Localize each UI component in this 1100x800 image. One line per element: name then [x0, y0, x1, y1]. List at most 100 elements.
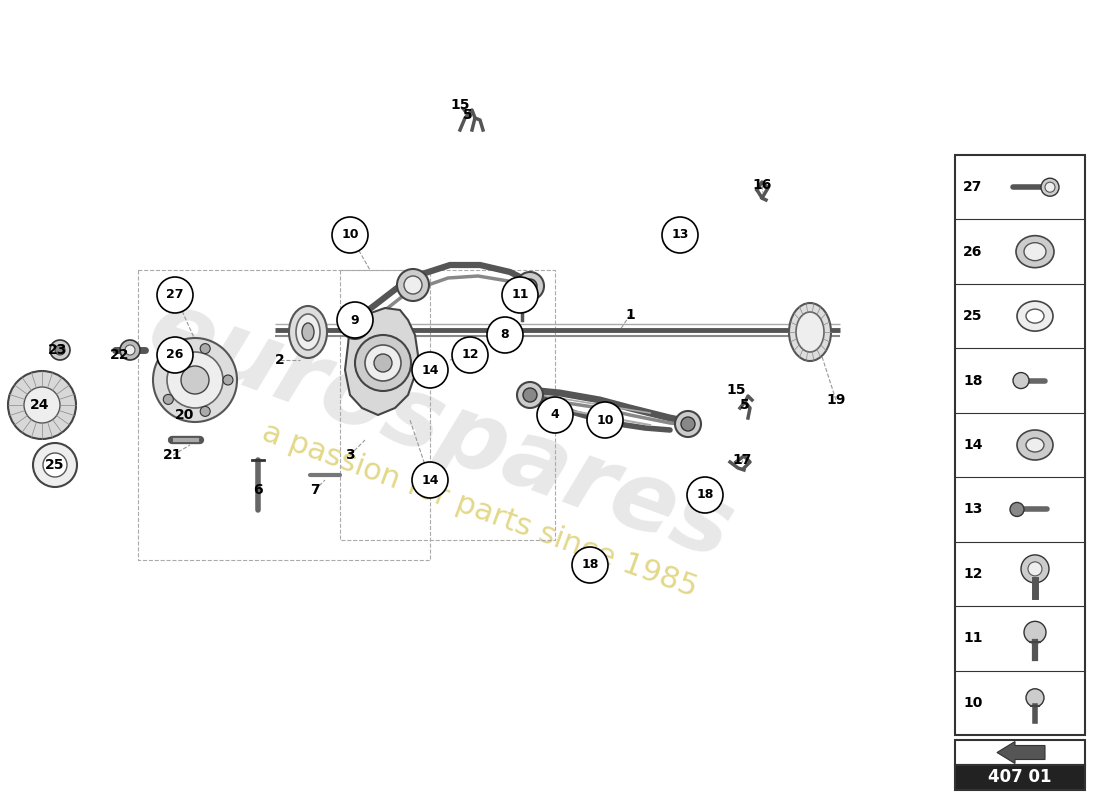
Circle shape	[675, 411, 701, 437]
Text: 4: 4	[551, 409, 560, 422]
Circle shape	[157, 277, 192, 313]
Circle shape	[502, 277, 538, 313]
Text: 12: 12	[461, 349, 478, 362]
Circle shape	[681, 417, 695, 431]
Ellipse shape	[796, 312, 824, 352]
Circle shape	[512, 280, 532, 300]
Text: 15: 15	[726, 383, 746, 397]
Text: 24: 24	[31, 398, 50, 412]
Circle shape	[404, 276, 422, 294]
Text: 17: 17	[733, 453, 751, 467]
Circle shape	[572, 547, 608, 583]
Circle shape	[348, 318, 362, 332]
Circle shape	[1013, 373, 1028, 389]
Text: 18: 18	[581, 558, 598, 571]
Circle shape	[374, 354, 392, 372]
Circle shape	[522, 279, 537, 293]
Text: 7: 7	[310, 483, 320, 497]
Text: 18: 18	[964, 374, 982, 387]
Text: 15: 15	[450, 98, 470, 112]
Circle shape	[1010, 502, 1024, 517]
Circle shape	[332, 217, 368, 253]
Text: 407 01: 407 01	[988, 769, 1052, 786]
Circle shape	[412, 352, 448, 388]
Circle shape	[157, 337, 192, 373]
Circle shape	[517, 382, 543, 408]
Text: 25: 25	[45, 458, 65, 472]
Circle shape	[1041, 178, 1059, 196]
Circle shape	[1045, 182, 1055, 192]
Text: 11: 11	[512, 289, 529, 302]
Circle shape	[200, 406, 210, 416]
Circle shape	[33, 443, 77, 487]
Text: 12: 12	[964, 567, 982, 581]
Circle shape	[1028, 562, 1042, 576]
Text: 19: 19	[826, 393, 846, 407]
Circle shape	[43, 453, 67, 477]
Text: 14: 14	[421, 363, 439, 377]
Text: 2: 2	[275, 353, 285, 367]
Circle shape	[1024, 622, 1046, 643]
Text: 26: 26	[166, 349, 184, 362]
Circle shape	[587, 402, 623, 438]
Circle shape	[365, 345, 402, 381]
Text: 16: 16	[752, 178, 772, 192]
Text: 8: 8	[500, 329, 509, 342]
Circle shape	[55, 345, 65, 355]
Bar	[955, 155, 1085, 735]
Circle shape	[1021, 555, 1049, 583]
Text: 10: 10	[341, 229, 359, 242]
Text: 11: 11	[964, 631, 982, 646]
Text: a passion for parts since 1985: a passion for parts since 1985	[258, 418, 702, 602]
Circle shape	[125, 345, 135, 355]
Text: 23: 23	[48, 343, 68, 357]
Ellipse shape	[302, 323, 313, 341]
Circle shape	[1026, 689, 1044, 706]
Circle shape	[163, 356, 174, 366]
Bar	[955, 740, 1085, 765]
Ellipse shape	[1026, 438, 1044, 452]
Ellipse shape	[1024, 242, 1046, 261]
Circle shape	[397, 269, 429, 301]
Circle shape	[487, 317, 522, 353]
Circle shape	[452, 337, 488, 373]
Ellipse shape	[789, 303, 830, 361]
Circle shape	[337, 302, 373, 338]
Circle shape	[412, 462, 448, 498]
Circle shape	[120, 340, 140, 360]
Circle shape	[537, 397, 573, 433]
Text: 14: 14	[964, 438, 982, 452]
Text: 3: 3	[345, 448, 355, 462]
Text: 27: 27	[964, 180, 982, 194]
FancyArrow shape	[997, 742, 1045, 763]
Text: 22: 22	[110, 348, 130, 362]
Ellipse shape	[1026, 309, 1044, 323]
Circle shape	[223, 375, 233, 385]
Text: 26: 26	[964, 245, 982, 258]
Circle shape	[182, 366, 209, 394]
Ellipse shape	[1016, 236, 1054, 268]
Circle shape	[50, 340, 70, 360]
Circle shape	[167, 352, 223, 408]
Text: 18: 18	[696, 489, 714, 502]
Text: 13: 13	[671, 229, 689, 242]
Circle shape	[516, 272, 544, 300]
Circle shape	[341, 311, 368, 339]
Circle shape	[200, 344, 210, 354]
Text: 9: 9	[351, 314, 360, 326]
Text: 10: 10	[964, 696, 982, 710]
Ellipse shape	[296, 314, 320, 350]
Circle shape	[688, 477, 723, 513]
Polygon shape	[345, 308, 418, 415]
Ellipse shape	[1018, 430, 1053, 460]
Bar	[955, 765, 1085, 790]
Text: 25: 25	[964, 309, 982, 323]
Text: 1: 1	[625, 308, 635, 322]
Circle shape	[163, 394, 174, 404]
Text: 13: 13	[964, 502, 982, 517]
Circle shape	[355, 335, 411, 391]
Ellipse shape	[289, 306, 327, 358]
Circle shape	[8, 371, 76, 439]
Circle shape	[153, 338, 236, 422]
Circle shape	[662, 217, 698, 253]
